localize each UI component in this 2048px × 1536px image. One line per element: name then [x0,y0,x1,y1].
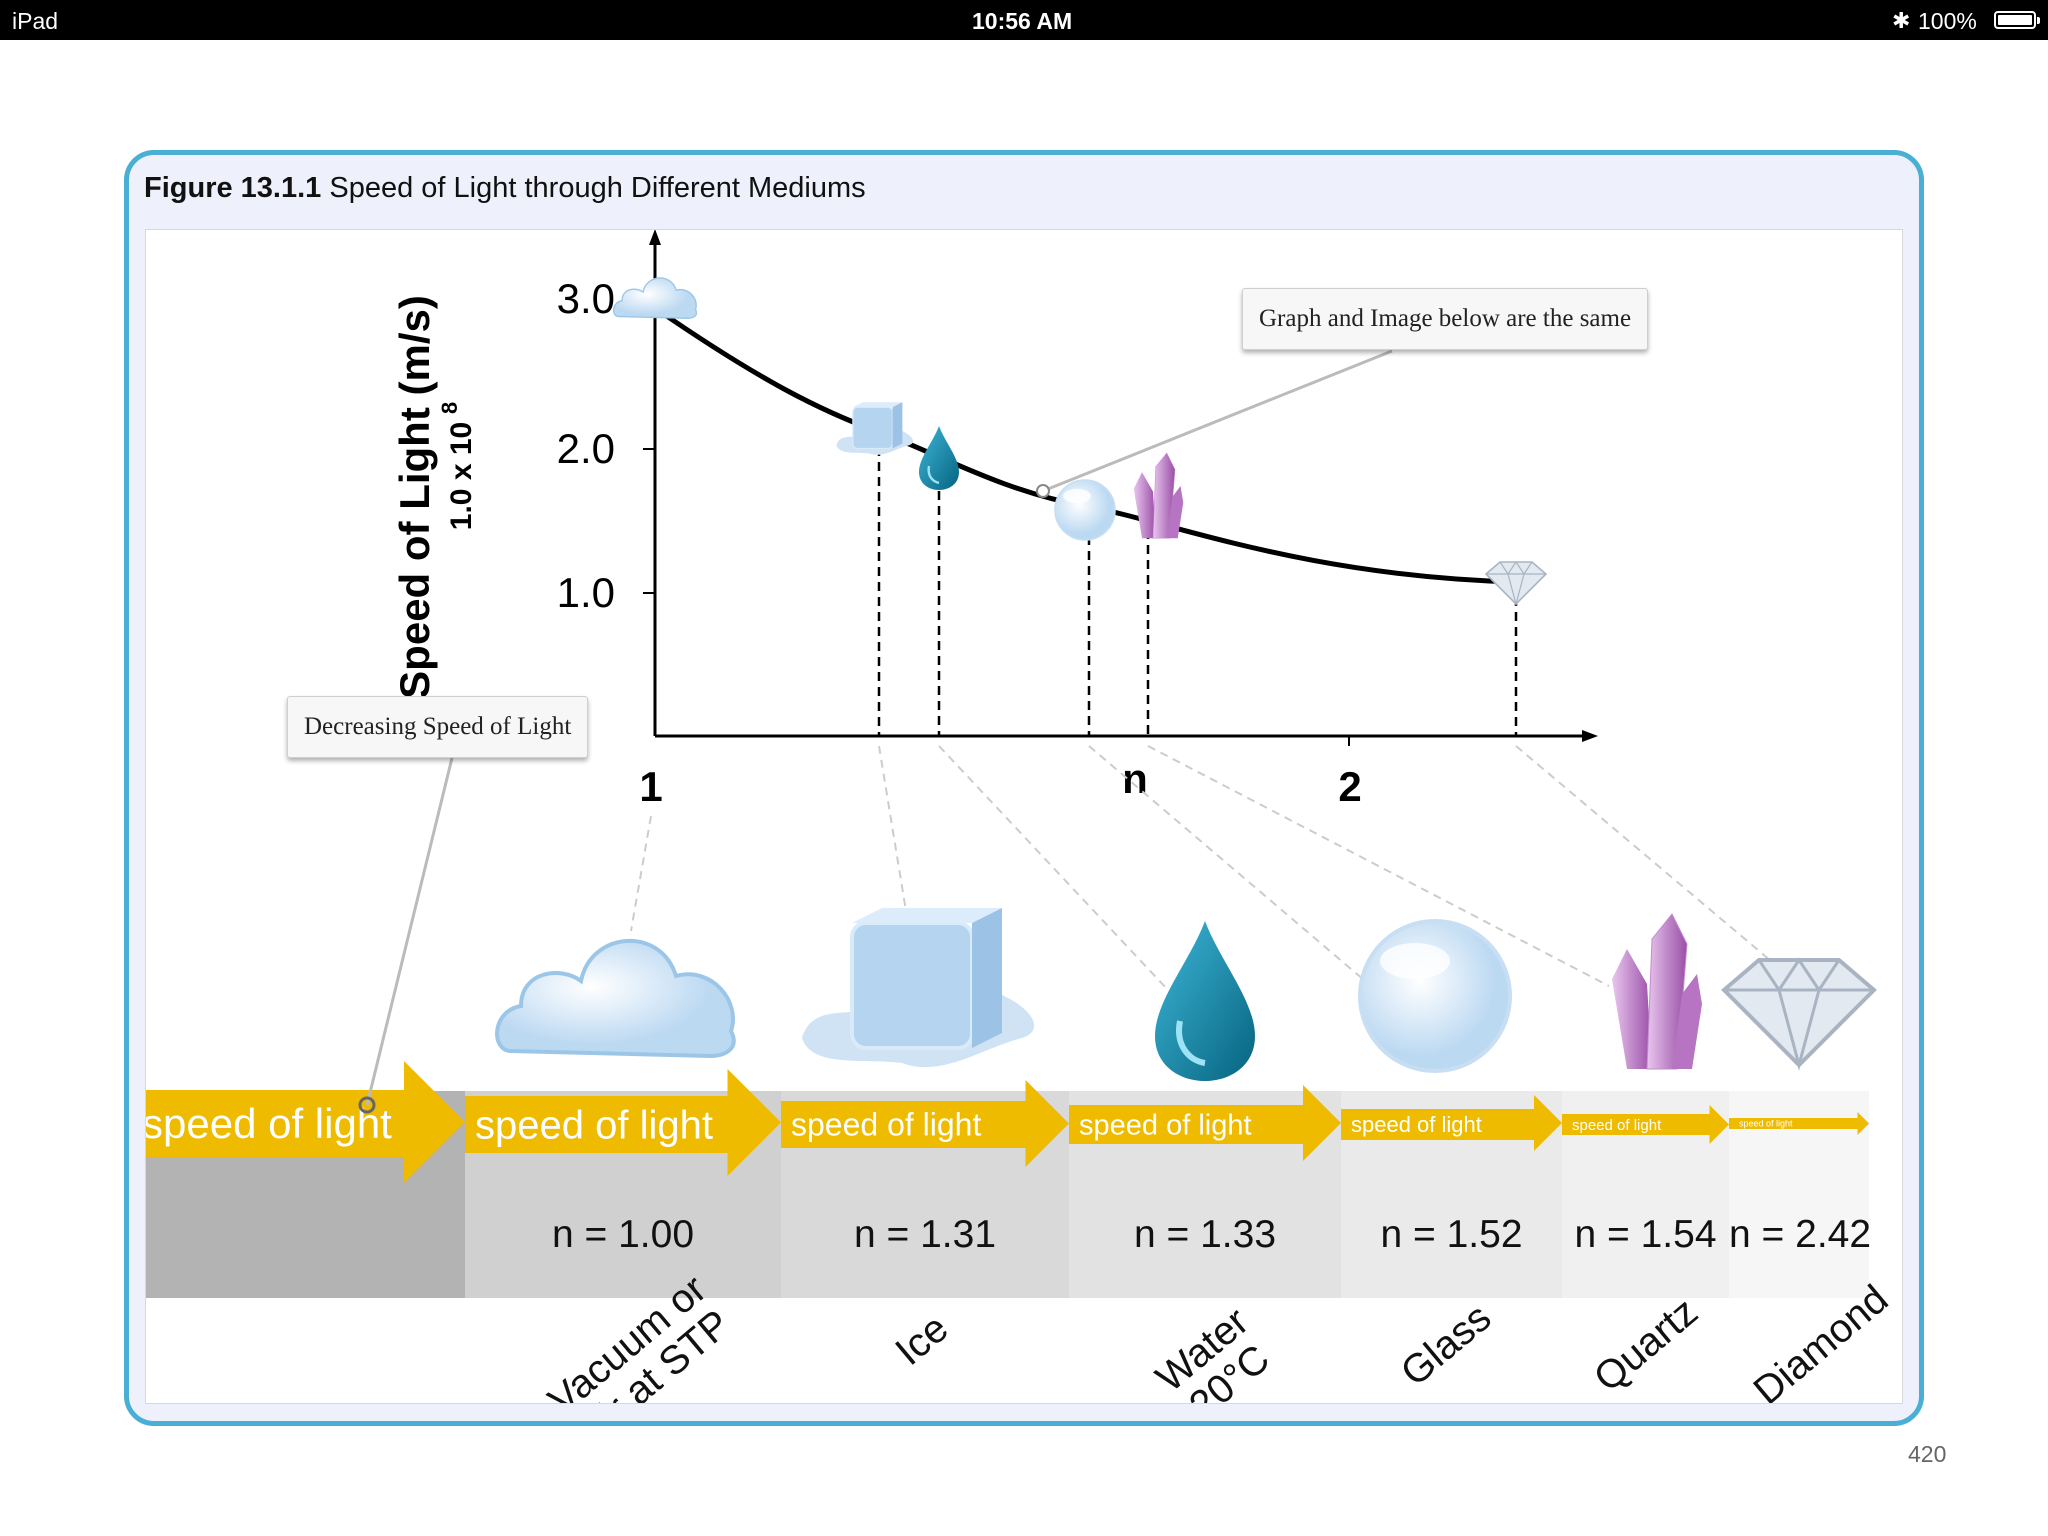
refractive-index-label: n = 1.00 [551,1213,695,1256]
ice-cube-icon [802,908,1035,1068]
page-number: 420 [1908,1441,1947,1467]
callout-anchor [358,1096,376,1114]
y-axis-arrowhead [649,230,661,245]
refractive-index-label: n = 1.31 [853,1213,997,1256]
figure-image[interactable]: n = 1.00 n = 1.31 n = 1.33 n = 1.52 n = 1.54… [145,229,1903,1404]
callout-graph-same[interactable]: Graph and Image below are the same [1242,288,1649,350]
y-axis-unit: 1.0 x 10 8 [437,402,478,530]
speed-chart: speed of light speed of light speed of lig… [145,230,1877,1183]
speed-arrow [781,1080,1069,1167]
cloud-icon [612,277,698,319]
y-tick-label: 3.0 [557,275,615,322]
y-axis-title-text: Speed of Light (m/s) [391,295,438,699]
refractive-index-label: n = 1.33 [1133,1213,1277,1256]
battery-icon [1994,11,2040,29]
speed-arrow-label: speed of light [1739,1119,1793,1129]
leader-line [938,745,1170,992]
bluetooth-icon: ✱ [1892,8,1911,33]
battery-percent: 100% [1918,8,1977,34]
glass-sphere-icon [1358,919,1512,1073]
speed-curve [653,305,1517,585]
leader-line [1515,745,1772,962]
callout-pointer [365,757,454,1106]
leader-line [630,815,652,932]
diamond-icon [1484,560,1548,607]
speed-arrow-label: speed of light [475,1104,713,1148]
ice-cube-icon [836,402,914,455]
callout-decreasing-speed[interactable]: Decreasing Speed of Light [287,696,589,758]
speed-arrow-label: speed of light [1079,1110,1252,1142]
cloud-icon [495,939,736,1059]
x-tick-label: 2 [1338,763,1361,810]
x-tick-label: 1 [639,763,662,810]
diamond-icon [1721,957,1877,1071]
y-axis-unit-text: 1.0 x 10 [445,422,478,530]
figure-label: Figure 13.1.1 [144,172,322,204]
speed-arrow-label: speed of light [1351,1112,1482,1137]
y-axis-unit-exponent: 8 [437,402,462,414]
speed-arrow-label: speed of light [791,1107,981,1143]
quartz-crystal-icon [1133,452,1184,539]
device-name: iPad [12,8,59,34]
y-tick-label: 1.0 [557,569,615,616]
refractive-index-label: n = 2.42 [1729,1213,1872,1256]
speed-arrow [1069,1085,1341,1161]
water-drop-icon [919,426,959,490]
speed-arrow [1562,1105,1729,1144]
speed-arrow [1341,1095,1562,1151]
speed-arrow-label: speed of light [145,1100,392,1147]
y-axis-title: Speed of Light (m/s) [391,295,438,699]
x-axis-arrowhead [1582,730,1598,742]
speed-arrow [146,1061,465,1183]
speed-arrow-label: speed of light [1572,1117,1662,1134]
figure-caption: Speed of Light through Different Mediums [329,172,866,204]
refractive-index-label: n = 1.54 [1574,1213,1717,1256]
leader-line [1088,745,1372,987]
quartz-crystal-icon [1612,913,1702,1070]
callout-pointer [1042,349,1393,493]
speed-arrow [465,1069,781,1176]
callout-anchor [1036,484,1050,498]
glass-sphere-icon [1054,479,1116,541]
clock: 10:56 AM [972,8,1073,34]
figure-title: Figure 13.1.1 Speed of Light through Dif… [144,172,866,205]
leader-line [1147,745,1610,987]
speed-arrow [1729,1112,1869,1135]
refractive-index-label: n = 1.52 [1380,1213,1523,1256]
y-tick-label: 2.0 [557,425,615,472]
water-drop-icon [1155,921,1255,1081]
leader-line [878,745,907,912]
status-bar: iPad 10:56 AM ✱ 100% [0,0,2048,40]
